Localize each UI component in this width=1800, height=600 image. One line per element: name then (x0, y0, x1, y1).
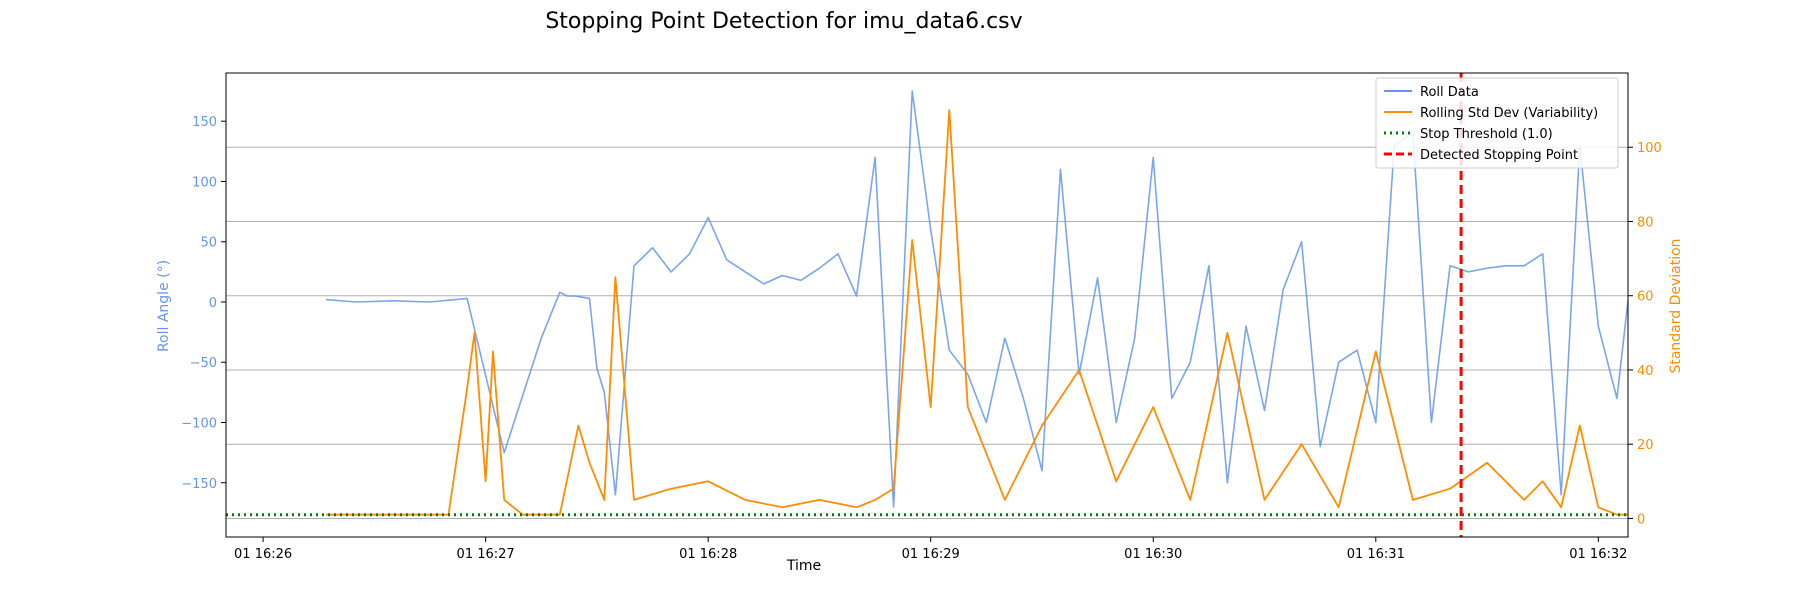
y-right-tick-label: 60 (1637, 290, 1654, 305)
x-tick-label: 01 16:32 (1569, 547, 1627, 562)
y-left-tick-label: −100 (181, 417, 217, 432)
series-line-roll (326, 90, 1629, 508)
legend-label-std: Rolling Std Dev (Variability) (1420, 106, 1598, 121)
y-left-tick-label: 150 (192, 115, 217, 130)
x-tick-label: 01 16:26 (234, 547, 292, 562)
y-right-tick-label: 40 (1637, 364, 1654, 379)
legend-label-stop: Detected Stopping Point (1420, 148, 1578, 163)
y-axis-left-label: Roll Angle (°) (156, 260, 172, 352)
x-tick-label: 01 16:28 (679, 547, 737, 562)
plot-frame (225, 72, 1629, 538)
chart-title: Stopping Point Detection for imu_data6.c… (545, 9, 1022, 34)
series-line-std (326, 109, 1628, 516)
legend-box (1375, 77, 1619, 169)
axes: 01 16:26 01 16:27 01 16:28 01 16:29 01 16:30… (181, 72, 1662, 562)
y-left-tick-label: 50 (200, 236, 217, 251)
legend-label-threshold: Stop Threshold (1.0) (1420, 127, 1553, 142)
x-axis-label: Time (786, 558, 821, 574)
y-right-tick-label: 100 (1637, 141, 1662, 156)
y-left-tick-label: −50 (190, 356, 217, 371)
legend-label-roll: Roll Data (1420, 85, 1479, 100)
y-right-tick-label: 0 (1637, 512, 1645, 527)
x-tick-label: 01 16:29 (902, 547, 960, 562)
y-axis-right-label: Standard Deviation (1668, 238, 1684, 373)
x-tick-label: 01 16:30 (1124, 547, 1182, 562)
x-tick-label: 01 16:31 (1347, 547, 1405, 562)
y-left-tick-label: 100 (192, 175, 217, 190)
y-left-tick-label: 0 (209, 296, 217, 311)
y-left-tick-label: −150 (181, 477, 217, 492)
legend: Roll Data Rolling Std Dev (Variability) … (1375, 77, 1619, 169)
y-right-tick-label: 80 (1637, 215, 1654, 230)
x-tick-label: 01 16:27 (457, 547, 515, 562)
y-right-tick-label: 20 (1637, 438, 1654, 453)
